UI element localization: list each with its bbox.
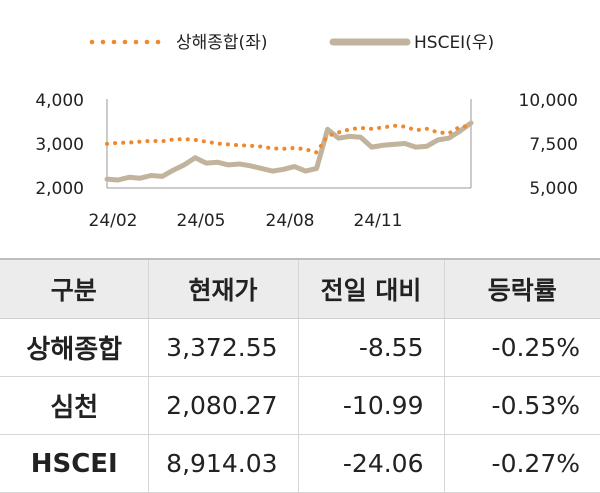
column-header-rate: 등락률 (443, 258, 600, 319)
row-price: 3,372.55 (147, 318, 298, 377)
row-name: 상해종합 (0, 318, 148, 377)
row-change: -10.99 (297, 376, 444, 435)
row-rate: -0.25% (443, 318, 600, 377)
legend-dot (122, 39, 128, 45)
legend-dot (133, 39, 139, 45)
row-change: -24.06 (297, 434, 444, 493)
row-rate: -0.53% (443, 376, 600, 435)
legend-dot (155, 39, 161, 45)
legend-label-shanghai: 상해종합(좌) (176, 33, 267, 53)
series-line-shanghai (105, 123, 473, 155)
index-line-chart: 상해종합(좌) HSCEI(우) 4,000 3,000 2,000 10,00… (35, 33, 578, 231)
legend-dot (111, 39, 117, 45)
table-row: 상해종합 3,372.55 -8.55 -0.25% (0, 318, 600, 377)
chart-svg: 상해종합(좌) HSCEI(우) 4,000 3,000 2,000 10,00… (35, 33, 578, 231)
x-tick-label: 24/11 (354, 211, 403, 231)
right-tick-label: 10,000 (519, 91, 578, 111)
right-tick-label: 5,000 (529, 179, 578, 199)
row-change: -8.55 (297, 318, 444, 377)
legend-swatch-shanghai (89, 39, 161, 45)
legend-dot (100, 39, 106, 45)
right-tick-label: 7,500 (529, 135, 578, 155)
row-name: HSCEI (0, 434, 148, 493)
row-price: 2,080.27 (147, 376, 298, 435)
table-row: 심천 2,080.27 -10.99 -0.53% (0, 376, 600, 435)
x-tick-label: 24/05 (177, 211, 226, 231)
column-header-price: 현재가 (147, 258, 298, 319)
left-tick-label: 3,000 (35, 135, 84, 155)
row-rate: -0.27% (443, 434, 600, 493)
left-tick-label: 2,000 (35, 179, 84, 199)
table-row: HSCEI 8,914.03 -24.06 -0.27% (0, 434, 600, 493)
x-tick-label: 24/08 (266, 211, 315, 231)
index-quote-table: 구분 현재가 전일 대비 등락률 상해종합 3,372.55 -8.55 -0.… (0, 258, 600, 493)
series-line-hscei (104, 120, 474, 183)
left-tick-label: 4,000 (35, 91, 84, 111)
legend-label-hscei: HSCEI(우) (414, 33, 494, 53)
row-price: 8,914.03 (147, 434, 298, 493)
x-tick-label: 24/02 (89, 211, 138, 231)
legend-dot (89, 39, 95, 45)
table-header-row: 구분 현재가 전일 대비 등락률 (0, 258, 600, 319)
column-header-category: 구분 (0, 258, 148, 319)
legend-dot (144, 39, 150, 45)
column-header-change: 전일 대비 (297, 258, 444, 319)
chart-legend: 상해종합(좌) HSCEI(우) (89, 33, 494, 53)
row-name: 심천 (0, 376, 148, 435)
